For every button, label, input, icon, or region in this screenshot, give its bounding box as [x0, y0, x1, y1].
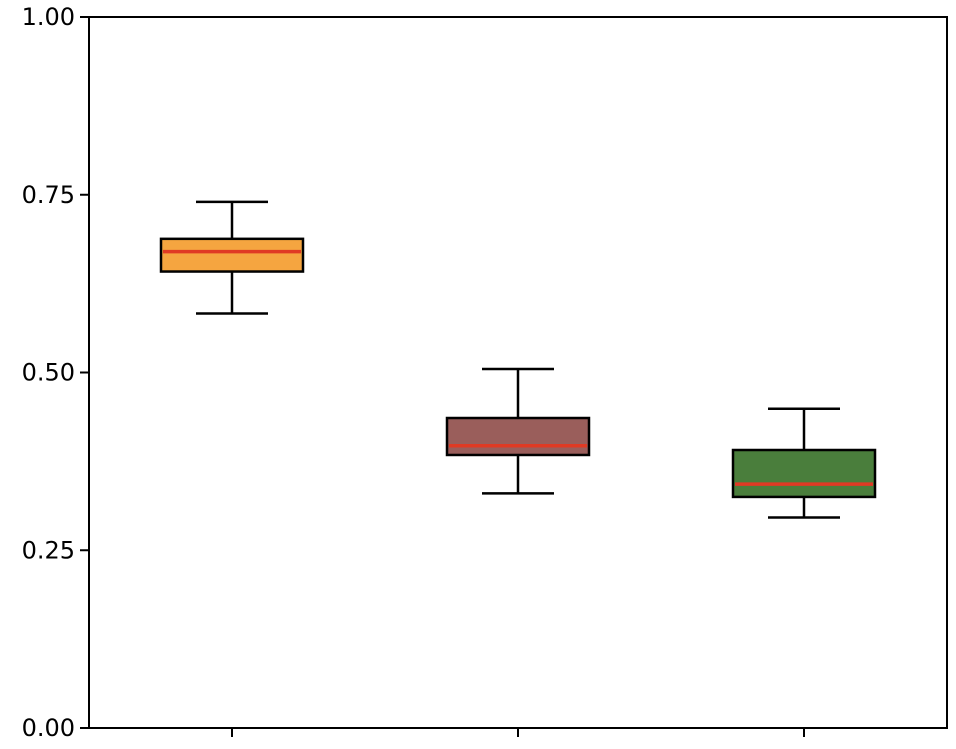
box-iqr [159, 237, 305, 273]
y-tick-label: 0.25 [22, 536, 75, 564]
box-iqr [445, 416, 591, 457]
y-tick-label: 0.00 [22, 714, 75, 742]
boxes-layer [159, 200, 877, 519]
box-group [445, 367, 591, 495]
plot-frame [88, 16, 948, 729]
y-tick-label: 0.75 [22, 181, 75, 209]
y-tick-label: 1.00 [22, 3, 75, 31]
box-group [731, 407, 877, 519]
y-tick-label: 0.50 [22, 359, 75, 387]
box-iqr [731, 448, 877, 499]
x-axis [231, 728, 805, 737]
y-axis: 0.00 0.25 0.50 0.75 1.00 [22, 3, 89, 742]
box-group [159, 200, 305, 315]
